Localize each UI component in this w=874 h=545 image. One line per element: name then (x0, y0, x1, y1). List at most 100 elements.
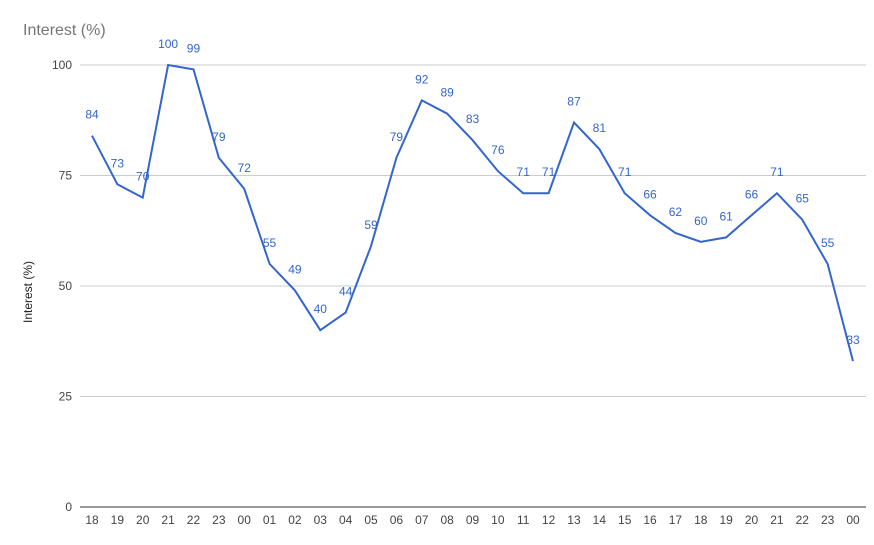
x-tick-label: 07 (415, 513, 429, 527)
data-point (166, 63, 170, 67)
gridlines (80, 64, 866, 508)
x-tick-label: 10 (491, 513, 505, 527)
data-point (191, 67, 195, 71)
x-tick-label: 00 (238, 513, 252, 527)
data-point (344, 311, 348, 315)
data-point (141, 196, 145, 200)
data-label: 71 (542, 165, 556, 179)
data-point (826, 262, 830, 266)
x-tick-label: 04 (339, 513, 353, 527)
x-tick-label: 01 (263, 513, 277, 527)
x-tick-label: 03 (314, 513, 328, 527)
y-tick-label: 0 (65, 500, 72, 514)
data-point (724, 235, 728, 239)
data-labels: 84 73 70 100 99 79 72 55 49 40 44 59 79 92 89 83 76 71 71 8… (85, 37, 860, 347)
data-point (750, 213, 754, 217)
data-label: 76 (491, 143, 505, 157)
data-label: 81 (593, 121, 607, 135)
data-label: 79 (390, 130, 404, 144)
y-tick-label: 75 (59, 169, 73, 183)
data-point (800, 218, 804, 222)
data-point (521, 191, 525, 195)
data-point (318, 328, 322, 332)
x-tick-label: 16 (643, 513, 657, 527)
y-axis-label: Interest (%) (21, 261, 35, 323)
data-label: 61 (719, 209, 733, 223)
data-label: 84 (85, 108, 99, 122)
data-label: 100 (158, 37, 178, 51)
data-point (851, 359, 855, 363)
data-label: 49 (288, 262, 302, 276)
x-tick-label: 19 (719, 513, 733, 527)
data-point (648, 213, 652, 217)
data-label: 33 (846, 333, 860, 347)
x-tick-label: 06 (390, 513, 404, 527)
x-tick-label: 00 (846, 513, 860, 527)
x-tick-label: 13 (567, 513, 581, 527)
x-tick-label: 11 (517, 513, 530, 527)
data-label: 71 (517, 165, 531, 179)
data-point (547, 191, 551, 195)
data-label: 71 (770, 165, 784, 179)
data-label: 92 (415, 72, 429, 86)
x-tick-label: 14 (593, 513, 607, 527)
data-label: 55 (821, 236, 835, 250)
data-point (268, 262, 272, 266)
x-tick-label: 20 (745, 513, 759, 527)
data-label: 62 (669, 205, 683, 219)
data-label: 99 (187, 41, 201, 55)
y-tick-label: 25 (59, 390, 73, 404)
x-tick-label: 12 (542, 513, 556, 527)
x-tick-label: 15 (618, 513, 632, 527)
data-label: 83 (466, 112, 480, 126)
x-tick-label: 22 (187, 513, 201, 527)
x-tick-label: 21 (770, 513, 784, 527)
data-label: 79 (212, 130, 226, 144)
data-label: 73 (111, 156, 125, 170)
x-tick-label: 02 (288, 513, 302, 527)
data-point (775, 191, 779, 195)
data-label: 71 (618, 165, 632, 179)
data-point (420, 98, 424, 102)
data-label: 66 (643, 187, 657, 201)
x-tick-labels: 18 19 20 21 22 23 00 01 02 03 04 05 06 07 08 09 10 11 12 13… (85, 513, 860, 527)
data-point (90, 134, 94, 138)
data-label: 70 (136, 170, 150, 184)
data-label: 72 (238, 161, 252, 175)
data-label: 40 (314, 302, 328, 316)
x-tick-label: 20 (136, 513, 150, 527)
data-point (394, 156, 398, 160)
data-point (471, 138, 475, 142)
x-tick-label: 05 (364, 513, 378, 527)
x-tick-label: 23 (821, 513, 835, 527)
x-tick-label: 22 (796, 513, 810, 527)
data-point (699, 240, 703, 244)
x-tick-label: 18 (694, 513, 708, 527)
data-point (597, 147, 601, 151)
data-label: 66 (745, 187, 759, 201)
data-label: 89 (440, 86, 454, 100)
data-point (369, 244, 373, 248)
x-tick-label: 23 (212, 513, 226, 527)
data-point (572, 120, 576, 124)
data-label: 60 (694, 214, 708, 228)
data-label: 44 (339, 285, 353, 299)
data-label: 65 (796, 192, 810, 206)
y-tick-label: 100 (52, 58, 72, 72)
data-point (293, 288, 297, 292)
x-tick-label: 21 (161, 513, 175, 527)
data-point (242, 187, 246, 191)
series-line (91, 63, 854, 362)
data-point (445, 112, 449, 116)
data-point (496, 169, 500, 173)
data-label: 55 (263, 236, 277, 250)
data-label: 87 (567, 94, 581, 108)
x-tick-label: 18 (85, 513, 99, 527)
data-point (115, 182, 119, 186)
data-point (623, 191, 627, 195)
x-tick-label: 09 (466, 513, 480, 527)
chart-title: Interest (%) (23, 22, 106, 39)
data-point (673, 231, 677, 235)
data-label: 59 (364, 218, 378, 232)
